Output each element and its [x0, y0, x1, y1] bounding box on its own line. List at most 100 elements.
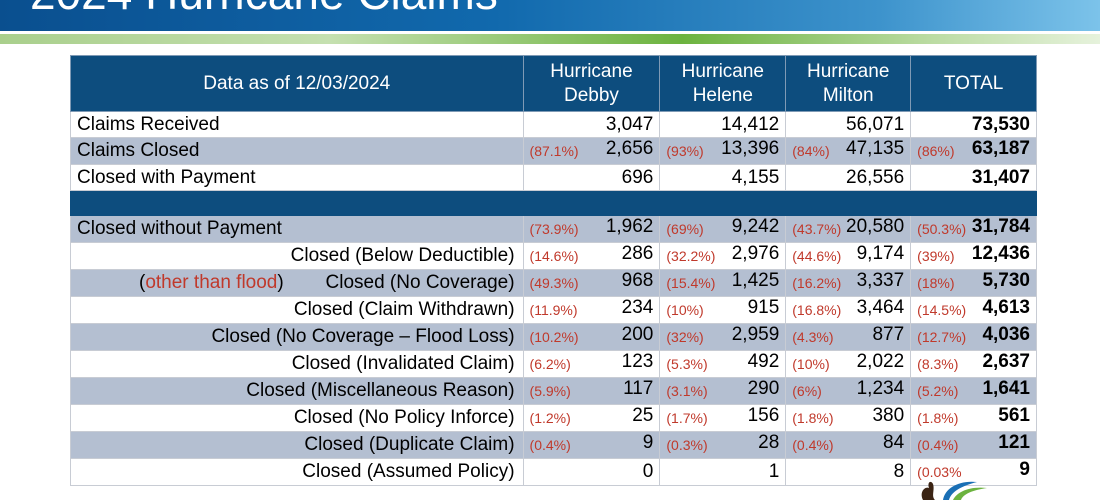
cell-debby: (10.2%) 200	[522, 323, 661, 351]
count: 1,641	[982, 378, 1030, 399]
decorative-stripe	[0, 34, 1100, 44]
row-label: Closed (Duplicate Claim)	[70, 431, 524, 459]
cell-milton: (16.8%) 3,464	[785, 296, 912, 324]
cell-helene: (0.3%) 28	[659, 431, 787, 459]
cell-milton: (44.6%) 9,174	[785, 242, 912, 270]
percent: (5.3%)	[666, 356, 708, 372]
count: 3,464	[856, 297, 905, 318]
cell-helene: 4,155	[659, 164, 787, 191]
cell-debby: (49.3%) 968	[522, 269, 661, 297]
section-divider	[70, 190, 1037, 216]
cell-total: (0.4%) 121	[910, 431, 1037, 459]
count: 200	[621, 324, 654, 345]
claims-table: Data as of 12/03/2024 Hurricane Debby Hur…	[70, 55, 1037, 486]
percent: (44.6%)	[792, 248, 842, 264]
table-row: Closed (Duplicate Claim) (0.4%) 9 (0.3%) 28(…	[70, 431, 1037, 459]
percent: (0.3%)	[666, 437, 708, 453]
percent: (3.1%)	[666, 383, 708, 399]
percent: (84%)	[792, 143, 830, 159]
count: 9	[642, 432, 654, 453]
cell-milton: (84%) 47,135	[785, 137, 912, 165]
percent: (0.03%	[917, 464, 962, 480]
count: 0	[642, 461, 654, 482]
count: 9,174	[856, 243, 905, 264]
cell-helene: (32.2%) 2,976	[659, 242, 787, 270]
cell-helene: 14,412	[659, 111, 787, 138]
cell-milton: (43.7%) 20,580	[785, 215, 912, 243]
cell-milton: 56,071	[785, 111, 912, 138]
page-title: 2024 Hurricane Claims	[30, 0, 498, 20]
percent: (14.5%)	[917, 302, 967, 318]
table-row: Closed without Payment (73.9%) 1,962 (69%) 9…	[70, 215, 1037, 243]
row-label: Claims Closed	[70, 137, 524, 165]
cell-total: (50.3%) 31,784	[910, 215, 1037, 243]
row-label: Closed with Payment	[70, 164, 524, 191]
cell-helene: (10%) 915	[659, 296, 787, 324]
count: 1	[768, 461, 780, 482]
table-row: Closed (No Policy Inforce) (1.2%) 25 (1.7%)…	[70, 404, 1037, 432]
cell-milton: (4.3%) 877	[785, 323, 912, 351]
percent: (18%)	[917, 275, 955, 291]
header-milton: Hurricane Milton	[785, 55, 912, 112]
percent: (0.4%)	[917, 437, 959, 453]
count: 47,135	[846, 138, 905, 159]
count: 2,022	[856, 351, 905, 372]
cell-milton: (6%) 1,234	[785, 377, 912, 405]
cell-total: (1.8%) 561	[910, 404, 1037, 432]
count: 13,396	[721, 138, 780, 159]
count: 1,962	[605, 216, 654, 237]
cell-debby: (14.6%) 286	[522, 242, 661, 270]
title-banner: 2024 Hurricane Claims	[0, 0, 1100, 31]
header-total: TOTAL	[910, 55, 1037, 112]
count: 234	[621, 297, 654, 318]
percent: (50.3%)	[917, 221, 967, 237]
count: 25	[632, 405, 654, 426]
cell-total: (86%) 63,187	[910, 137, 1037, 165]
table-row: Claims Closed (87.1%) 2,656 (93%) 13,396 (84%…	[70, 137, 1037, 165]
percent: (43.7%)	[792, 221, 842, 237]
count: 2,656	[605, 138, 654, 159]
header-debby: Hurricane Debby	[522, 55, 661, 112]
cell-debby: (87.1%) 2,656	[522, 137, 661, 165]
count: 877	[872, 324, 905, 345]
percent: (0.4%)	[792, 437, 834, 453]
count: 1,425	[731, 270, 780, 291]
cell-helene: (3.1%) 290	[659, 377, 787, 405]
count: 12,436	[971, 243, 1030, 264]
cell-total: 31,407	[910, 164, 1037, 191]
cell-debby: 0	[522, 458, 661, 486]
row-label: Closed (Claim Withdrawn)	[70, 296, 524, 324]
table-row: Closed (Claim Withdrawn) (11.9%) 234 (10%) 9…	[70, 296, 1037, 324]
percent: (49.3%)	[529, 275, 579, 291]
percent: (93%)	[666, 143, 704, 159]
cell-milton: (10%) 2,022	[785, 350, 912, 378]
percent: (16.2%)	[792, 275, 842, 291]
row-label: Closed (Below Deductible)	[70, 242, 524, 270]
percent: (32.2%)	[666, 248, 716, 264]
row-label: Closed (No Coverage – Flood Loss)	[70, 323, 524, 351]
count: 9	[1019, 459, 1030, 480]
cell-total: (0.03% 9	[910, 458, 1037, 486]
count: 380	[872, 405, 905, 426]
cell-total: (12.7%) 4,036	[910, 323, 1037, 351]
table-row: Closed with Payment 696 4,155 26,556 31,407	[70, 164, 1037, 191]
row-label: Closed without Payment	[70, 215, 524, 243]
count: 3,337	[856, 270, 905, 291]
count: 31,784	[971, 216, 1030, 237]
table-row: Closed (Invalidated Claim) (6.2%) 123 (5.3%…	[70, 350, 1037, 378]
count: 121	[998, 432, 1030, 453]
percent: (11.9%)	[529, 302, 578, 318]
cell-helene: (5.3%) 492	[659, 350, 787, 378]
percent: (87.1%)	[529, 143, 579, 159]
percent: (12.7%)	[917, 329, 967, 345]
cell-debby: (6.2%) 123	[522, 350, 661, 378]
cell-milton: (1.8%) 380	[785, 404, 912, 432]
cell-debby: 696	[522, 164, 661, 191]
percent: (86%)	[917, 143, 955, 159]
cell-helene: (93%) 13,396	[659, 137, 787, 165]
count: 4,613	[982, 297, 1030, 318]
cell-total: (39%) 12,436	[910, 242, 1037, 270]
cell-total: 73,530	[910, 111, 1037, 138]
cell-helene: (32%) 2,959	[659, 323, 787, 351]
table-row: Closed (No Coverage – Flood Loss) (10.2%)…	[70, 323, 1037, 351]
